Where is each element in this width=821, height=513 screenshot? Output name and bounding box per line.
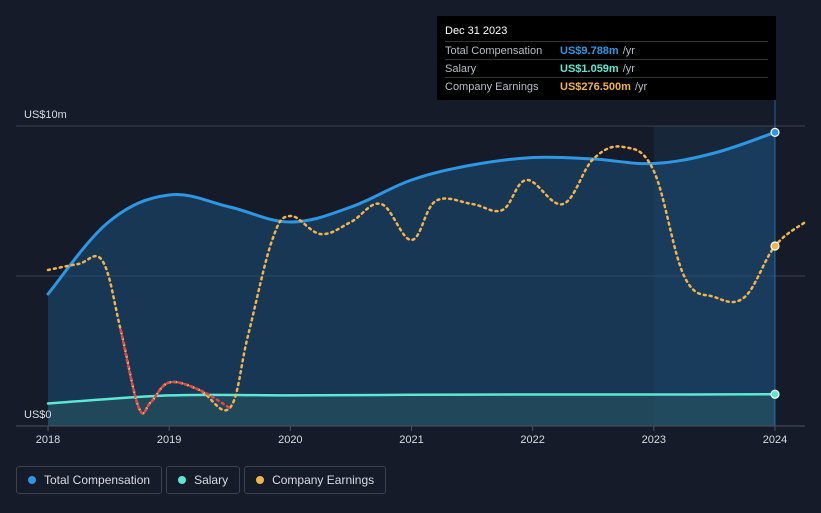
salary-line <box>46 392 777 405</box>
series-markers <box>770 127 780 399</box>
tooltip-row-company-earnings: Company Earnings US$276.500m /yr <box>445 77 768 95</box>
tooltip-value: US$1.059m <box>560 62 619 75</box>
total-compensation-line <box>46 130 777 296</box>
tooltip: Dec 31 2023 Total Compensation US$9.788m… <box>437 16 776 100</box>
legend-label: Salary <box>194 473 229 487</box>
tooltip-label: Total Compensation <box>445 44 543 57</box>
tooltip-value: US$9.788m <box>560 44 619 57</box>
legend-dot-icon <box>256 476 265 484</box>
tooltip-unit: /yr <box>634 80 648 93</box>
tooltip-date: Dec 31 2023 <box>445 25 508 37</box>
legend-item-salary[interactable]: Salary <box>166 466 241 494</box>
company-earnings-marker <box>770 241 780 251</box>
y-tick-label: US$10m <box>24 109 67 121</box>
x-tick-label: 2021 <box>399 434 423 446</box>
x-tick-label: 2020 <box>278 434 302 446</box>
salary-area <box>48 394 775 426</box>
legend-item-company-earnings[interactable]: Company Earnings <box>244 466 387 494</box>
total-compensation-marker <box>770 127 780 137</box>
legend-label: Company Earnings <box>272 473 375 487</box>
tooltip-label: Company Earnings <box>445 80 539 93</box>
tooltip-value: US$276.500m <box>560 80 631 93</box>
x-tick-label: 2019 <box>157 434 181 446</box>
x-tick-label: 2018 <box>36 434 60 446</box>
series-areas <box>48 132 775 426</box>
x-tick-label: 2024 <box>763 434 787 446</box>
x-tick-label: 2023 <box>642 434 666 446</box>
y-tick-label: US$0 <box>24 409 52 421</box>
total-compensation-area <box>48 132 775 426</box>
tooltip-label: Salary <box>445 62 477 75</box>
salary-marker <box>770 389 780 399</box>
legend: Total Compensation Salary Company Earnin… <box>16 466 387 494</box>
x-axis: 2018 2019 2020 2021 2022 2023 2024 <box>16 425 805 446</box>
tooltip-unit: /yr <box>622 62 635 75</box>
x-tick-label: 2022 <box>520 434 544 446</box>
legend-dot-icon <box>178 476 187 484</box>
legend-label: Total Compensation <box>44 473 151 487</box>
series-lines <box>46 100 807 426</box>
legend-item-total-compensation[interactable]: Total Compensation <box>16 466 163 494</box>
y-axis-labels: US$0 US$10m <box>24 109 67 421</box>
tooltip-unit: /yr <box>622 44 635 57</box>
company-earnings-loss-segment <box>119 328 232 415</box>
tooltip-row-total-compensation: Total Compensation US$9.788m /yr <box>445 41 768 59</box>
legend-dot-icon <box>28 476 36 484</box>
tooltip-row-salary: Salary US$1.059m /yr <box>445 59 768 77</box>
